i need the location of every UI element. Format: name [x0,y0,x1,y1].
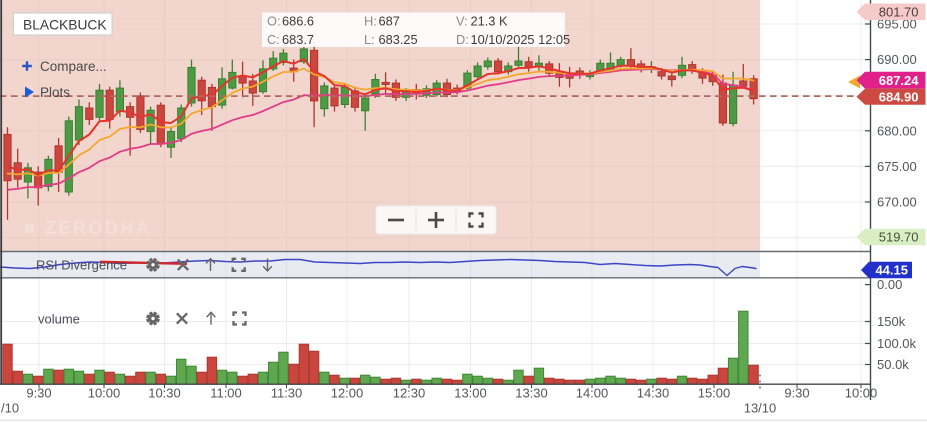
svg-text:10:00: 10:00 [88,386,121,401]
svg-text:L:: L: [364,32,375,47]
svg-text:687: 687 [379,14,400,29]
svg-text:C:: C: [267,32,280,47]
svg-text:10/10/2025 12:05: 10/10/2025 12:05 [471,32,571,47]
svg-text:0.00: 0.00 [877,277,902,292]
svg-text:Compare...: Compare... [40,59,107,74]
svg-text:683.7: 683.7 [282,32,314,47]
svg-text:14:00: 14:00 [576,386,609,401]
svg-text:14:30: 14:30 [637,386,670,401]
svg-text:12:00: 12:00 [331,386,364,401]
svg-text:10:00: 10:00 [845,386,878,401]
svg-text:12:30: 12:30 [393,386,426,401]
svg-text:519.70: 519.70 [879,230,919,245]
svg-text:■ ZERODHA: ■ ZERODHA [24,218,151,238]
svg-text:H:: H: [364,14,377,29]
svg-text:11:30: 11:30 [271,386,303,401]
svg-text:10:30: 10:30 [148,386,181,401]
svg-text:13:00: 13:00 [454,386,487,401]
svg-text:V:: V: [456,14,468,29]
svg-text:686.6: 686.6 [282,14,314,29]
svg-text:D:: D: [456,32,469,47]
svg-text:150k: 150k [877,314,906,329]
svg-text:50.0k: 50.0k [877,357,909,372]
svg-text:/10: /10 [1,401,19,416]
svg-text:44.15: 44.15 [875,263,908,278]
svg-text:O:: O: [267,14,281,29]
svg-text:690.00: 690.00 [877,52,917,67]
svg-text:687.24: 687.24 [879,73,920,88]
svg-text:683.25: 683.25 [379,32,418,47]
svg-text:9:30: 9:30 [784,386,809,401]
svg-text:13:30: 13:30 [515,386,548,401]
svg-text:675.00: 675.00 [877,159,917,174]
svg-text:BLACKBUCK: BLACKBUCK [23,17,107,32]
svg-text:695.00: 695.00 [877,17,917,32]
svg-text:15:00: 15:00 [698,386,731,401]
svg-text:RSI Divergence: RSI Divergence [36,257,127,272]
svg-text:100.0k: 100.0k [877,336,917,351]
svg-text:21.3 K: 21.3 K [471,14,508,29]
svg-text:680.00: 680.00 [877,123,917,138]
svg-text:11:00: 11:00 [210,386,242,401]
svg-text:volume: volume [38,312,80,327]
svg-text:670.00: 670.00 [877,195,917,210]
svg-text:13/10: 13/10 [744,401,777,416]
svg-text:Plots: Plots [40,85,70,100]
svg-text:684.90: 684.90 [879,89,919,104]
svg-text:9:30: 9:30 [26,386,51,401]
svg-text:801.70: 801.70 [879,4,919,19]
